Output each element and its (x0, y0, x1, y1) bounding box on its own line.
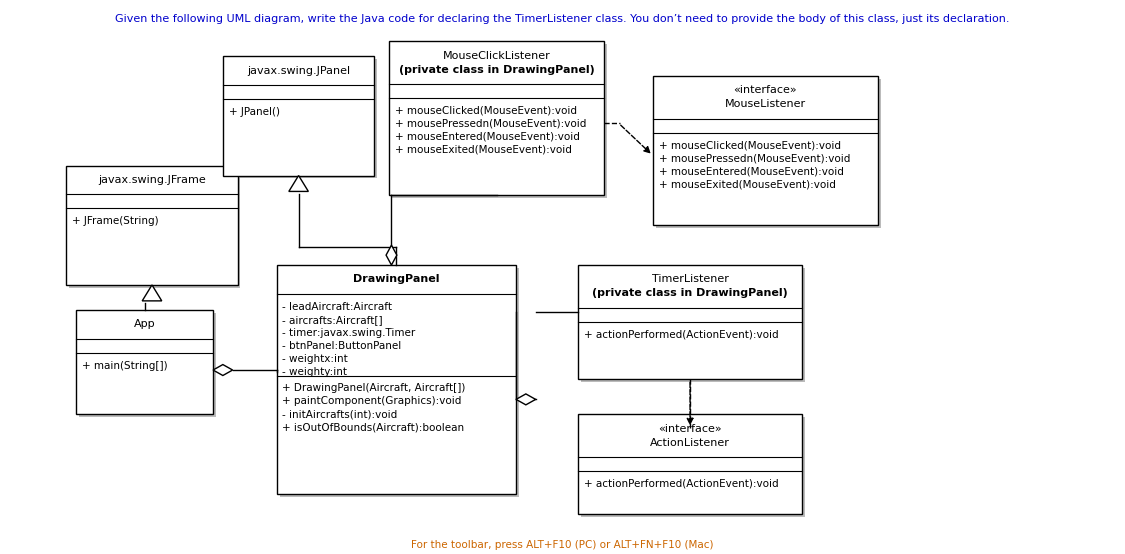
Text: «interface»: «interface» (658, 424, 722, 434)
Text: - leadAircraft:Aircraft: - leadAircraft:Aircraft (282, 302, 393, 312)
Bar (279, 268, 519, 497)
Polygon shape (516, 394, 536, 405)
Bar (70, 168, 241, 288)
Text: + mouseExited(MouseEvent):void: + mouseExited(MouseEvent):void (395, 145, 572, 155)
Bar (79, 313, 216, 417)
Text: + main(String[]): + main(String[]) (82, 361, 168, 371)
Text: + JFrame(String): + JFrame(String) (72, 216, 159, 226)
Bar (66, 166, 237, 285)
Text: ActionListener: ActionListener (650, 438, 730, 448)
Bar (389, 41, 604, 196)
Text: DrawingPanel: DrawingPanel (353, 274, 440, 285)
Text: + actionPerformed(ActionEvent):void: + actionPerformed(ActionEvent):void (584, 330, 778, 340)
Text: javax.swing.JPanel: javax.swing.JPanel (248, 65, 350, 75)
Text: - weightx:int: - weightx:int (282, 353, 349, 363)
Text: + actionPerformed(ActionEvent):void: + actionPerformed(ActionEvent):void (584, 479, 778, 489)
Text: - btnPanel:ButtonPanel: - btnPanel:ButtonPanel (282, 341, 402, 351)
Bar (580, 268, 806, 382)
Polygon shape (289, 176, 308, 192)
Bar (223, 56, 375, 176)
Text: + mouseExited(MouseEvent):void: + mouseExited(MouseEvent):void (659, 179, 836, 189)
Bar (277, 265, 516, 494)
Text: - aircrafts:Aircraft[]: - aircrafts:Aircraft[] (282, 315, 384, 325)
Text: + mouseEntered(MouseEvent):void: + mouseEntered(MouseEvent):void (395, 132, 579, 142)
Polygon shape (213, 365, 233, 376)
Bar (577, 414, 802, 514)
Text: Given the following UML diagram, write the Java code for declaring the TimerList: Given the following UML diagram, write t… (115, 14, 1010, 24)
Text: + mousePressedn(MouseEvent):void: + mousePressedn(MouseEvent):void (659, 153, 850, 163)
Text: - timer:javax.swing.Timer: - timer:javax.swing.Timer (282, 328, 416, 338)
Text: + mouseClicked(MouseEvent):void: + mouseClicked(MouseEvent):void (395, 106, 577, 116)
Polygon shape (142, 285, 162, 301)
Text: + paintComponent(Graphics):void: + paintComponent(Graphics):void (282, 397, 462, 407)
Text: MouseListener: MouseListener (724, 99, 806, 109)
Text: App: App (134, 319, 155, 329)
Text: TimerListener: TimerListener (651, 274, 729, 285)
Text: For the toolbar, press ALT+F10 (PC) or ALT+FN+F10 (Mac): For the toolbar, press ALT+F10 (PC) or A… (412, 540, 713, 550)
Text: + JPanel(): + JPanel() (228, 107, 280, 117)
Text: + mousePressedn(MouseEvent):void: + mousePressedn(MouseEvent):void (395, 119, 586, 129)
Text: (private class in DrawingPanel): (private class in DrawingPanel) (398, 65, 594, 75)
Bar (656, 79, 881, 228)
Text: + DrawingPanel(Aircraft, Aircraft[]): + DrawingPanel(Aircraft, Aircraft[]) (282, 383, 466, 393)
Text: MouseClickListener: MouseClickListener (442, 50, 550, 60)
Text: (private class in DrawingPanel): (private class in DrawingPanel) (592, 289, 787, 299)
Bar (577, 265, 802, 379)
Bar (580, 417, 806, 517)
Text: «interface»: «interface» (734, 85, 798, 95)
Text: - initAircrafts(int):void: - initAircrafts(int):void (282, 409, 398, 419)
Text: + mouseEntered(MouseEvent):void: + mouseEntered(MouseEvent):void (659, 167, 844, 177)
Bar (392, 44, 608, 198)
Text: + mouseClicked(MouseEvent):void: + mouseClicked(MouseEvent):void (659, 141, 840, 151)
Text: - weighty:int: - weighty:int (282, 367, 348, 377)
Polygon shape (386, 245, 397, 265)
Text: javax.swing.JFrame: javax.swing.JFrame (98, 175, 206, 185)
Bar (226, 59, 377, 178)
Bar (652, 76, 878, 225)
Bar (76, 310, 213, 414)
Text: + isOutOfBounds(Aircraft):boolean: + isOutOfBounds(Aircraft):boolean (282, 422, 465, 432)
